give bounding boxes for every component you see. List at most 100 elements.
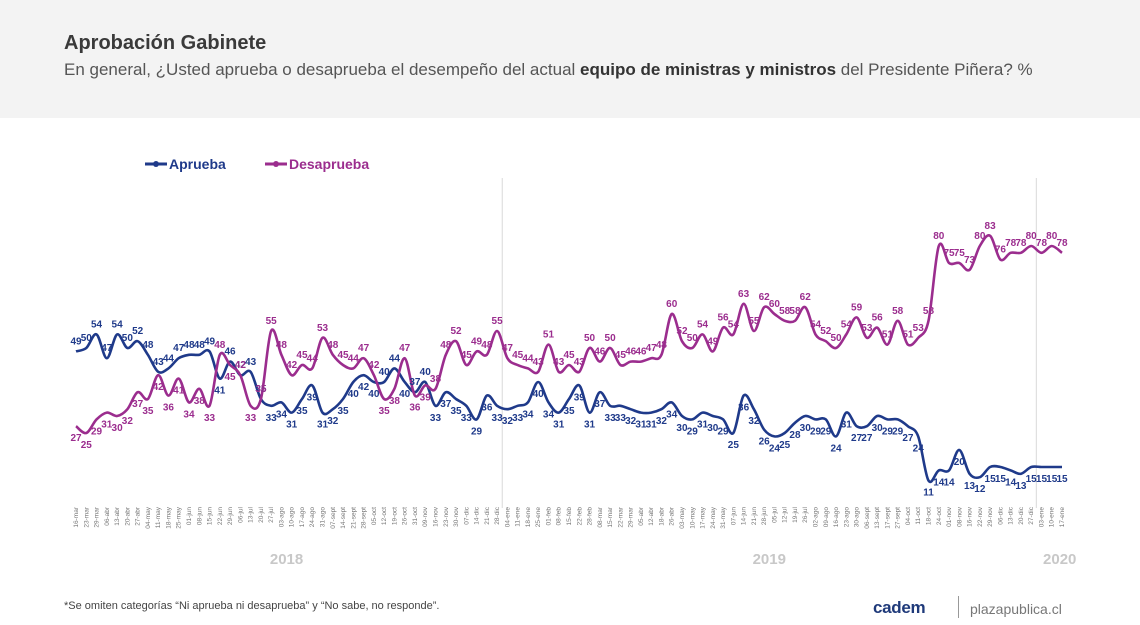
data-label-desaprueba: 25 <box>81 440 93 451</box>
x-tick-label: 01-jun <box>186 507 193 525</box>
x-tick-label: 09-ago <box>823 507 830 528</box>
data-label-aprueba: 24 <box>913 443 925 454</box>
footnote: *Se omiten categorías “Ni aprueba ni des… <box>64 600 440 612</box>
data-label-desaprueba: 41 <box>173 386 185 397</box>
data-label-desaprueba: 62 <box>800 292 812 303</box>
data-label-aprueba: 50 <box>122 333 134 344</box>
x-tick-label: 08-jun <box>196 507 203 525</box>
data-label-desaprueba: 32 <box>122 416 134 427</box>
data-label-desaprueba: 48 <box>481 340 493 351</box>
data-label-aprueba: 20 <box>954 457 966 468</box>
data-label-desaprueba: 53 <box>317 323 329 334</box>
data-label-desaprueba: 54 <box>697 319 709 330</box>
x-tick-label: 27-abr <box>135 506 142 526</box>
data-label-desaprueba: 45 <box>461 350 473 361</box>
x-tick-label: 13-sept <box>874 507 881 529</box>
x-tick-label: 11-ene <box>515 507 522 527</box>
data-label-desaprueba: 45 <box>225 372 237 383</box>
data-label-desaprueba: 45 <box>296 350 308 361</box>
data-label-desaprueba: 39 <box>420 392 432 403</box>
data-label-desaprueba: 35 <box>142 406 154 417</box>
x-tick-label: 21-sept <box>350 507 357 529</box>
data-label-desaprueba: 60 <box>769 299 781 310</box>
data-label-aprueba: 31 <box>697 420 709 431</box>
x-tick-label: 31-oct <box>412 507 419 525</box>
data-label-aprueba: 40 <box>420 367 432 378</box>
data-label-aprueba: 28 <box>789 430 801 441</box>
data-label-aprueba: 50 <box>81 333 93 344</box>
x-tick-label: 29-nov <box>987 506 994 527</box>
data-label-desaprueba: 49 <box>471 336 483 347</box>
x-tick-label: 07-dic <box>463 506 470 524</box>
x-tick-label: 17-may <box>700 506 707 528</box>
data-label-aprueba: 44 <box>163 353 175 364</box>
data-label-desaprueba: 27 <box>70 433 82 444</box>
data-label-desaprueba: 33 <box>204 413 216 424</box>
data-label-desaprueba: 43 <box>533 357 545 368</box>
data-label-desaprueba: 43 <box>553 357 565 368</box>
data-label-desaprueba: 48 <box>276 340 288 351</box>
x-tick-label: 04-oct <box>905 507 912 525</box>
data-label-desaprueba: 51 <box>902 330 914 341</box>
x-tick-label: 05-oct <box>371 507 378 525</box>
data-label-desaprueba: 55 <box>266 316 278 327</box>
x-tick-label: 19-jul <box>792 506 799 522</box>
data-label-aprueba: 13 <box>1015 481 1027 492</box>
data-label-aprueba: 27 <box>861 433 873 444</box>
x-tick-label: 25-may <box>176 506 183 528</box>
x-tick-label: 19-oct <box>391 507 398 525</box>
data-label-aprueba: 14 <box>943 477 955 488</box>
x-tick-label: 28-sept <box>361 507 368 529</box>
data-label-desaprueba: 35 <box>255 384 267 395</box>
x-tick-label: 06-dic <box>997 506 1004 524</box>
data-label-aprueba: 37 <box>440 399 452 410</box>
x-tick-label: 17-ene <box>1059 507 1066 528</box>
data-label-aprueba: 46 <box>225 347 237 358</box>
data-label-desaprueba: 31 <box>101 420 113 431</box>
legend-label-desaprueba: Desaprueba <box>289 156 369 172</box>
x-tick-label: 16-mar <box>73 506 80 527</box>
data-label-aprueba: 34 <box>666 409 678 420</box>
data-label-aprueba: 15 <box>1046 474 1058 485</box>
data-label-desaprueba: 54 <box>810 319 822 330</box>
data-label-desaprueba: 34 <box>183 409 195 420</box>
x-tick-label: 11-may <box>155 506 162 528</box>
x-tick-label: 28-jun <box>761 507 768 525</box>
data-label-aprueba: 48 <box>142 340 154 351</box>
data-label-desaprueba: 83 <box>985 221 997 232</box>
x-tick-label: 26-jul <box>802 506 809 522</box>
data-label-aprueba: 35 <box>255 384 267 395</box>
data-label-desaprueba: 52 <box>450 326 462 337</box>
data-label-aprueba: 30 <box>707 423 719 434</box>
data-label-aprueba: 40 <box>368 389 380 400</box>
data-label-aprueba: 33 <box>492 413 504 424</box>
data-label-aprueba: 49 <box>70 336 82 347</box>
x-tick-label: 15-mar <box>607 506 614 527</box>
x-tick-label: 23-ago <box>843 507 850 528</box>
x-tick-label: 18-ene <box>525 507 532 528</box>
data-label-aprueba: 39 <box>574 392 586 403</box>
data-label-desaprueba: 47 <box>646 343 658 354</box>
footer-divider <box>958 596 959 618</box>
data-label-desaprueba: 78 <box>1015 238 1027 249</box>
data-label-desaprueba: 53 <box>861 323 873 334</box>
data-label-desaprueba: 47 <box>358 343 370 354</box>
data-label-aprueba: 31 <box>841 420 853 431</box>
data-label-aprueba: 33 <box>605 413 617 424</box>
data-label-aprueba: 33 <box>461 413 473 424</box>
data-label-aprueba: 30 <box>676 423 688 434</box>
data-label-desaprueba: 43 <box>574 357 586 368</box>
x-tick-label: 18-abr <box>658 506 665 526</box>
data-label-aprueba: 13 <box>964 481 976 492</box>
data-label-desaprueba: 38 <box>194 396 206 407</box>
data-label-desaprueba: 58 <box>892 306 904 317</box>
data-label-desaprueba: 44 <box>348 353 360 364</box>
data-label-desaprueba: 58 <box>923 306 935 317</box>
x-tick-label: 20-jul <box>258 506 265 522</box>
data-label-desaprueba: 63 <box>738 289 750 300</box>
subtitle-bold: equipo de ministras y ministros <box>580 60 837 79</box>
data-label-aprueba: 29 <box>820 426 832 437</box>
data-label-desaprueba: 48 <box>327 340 339 351</box>
data-label-aprueba: 54 <box>112 319 124 330</box>
